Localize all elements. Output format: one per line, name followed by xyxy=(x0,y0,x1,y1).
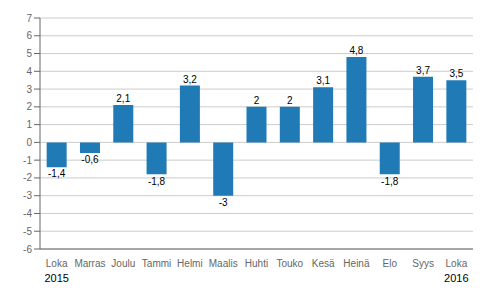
svg-text:3,7: 3,7 xyxy=(416,65,430,76)
svg-text:2: 2 xyxy=(254,95,260,106)
svg-text:Joulu: Joulu xyxy=(111,258,135,269)
svg-text:Maalis: Maalis xyxy=(209,258,238,269)
svg-text:2016: 2016 xyxy=(444,272,468,284)
svg-text:-2: -2 xyxy=(23,172,32,183)
svg-text:0: 0 xyxy=(26,137,32,148)
svg-text:4: 4 xyxy=(26,66,32,77)
svg-text:-0,6: -0,6 xyxy=(81,154,99,165)
svg-text:Tammi: Tammi xyxy=(142,258,171,269)
svg-text:-3: -3 xyxy=(219,197,228,208)
svg-text:2: 2 xyxy=(287,95,293,106)
svg-text:-1,8: -1,8 xyxy=(148,176,166,187)
svg-text:Huhti: Huhti xyxy=(245,258,268,269)
svg-text:-1: -1 xyxy=(23,155,32,166)
svg-text:-1,4: -1,4 xyxy=(48,168,66,179)
svg-text:2015: 2015 xyxy=(44,272,68,284)
svg-text:-1,8: -1,8 xyxy=(381,176,399,187)
svg-text:-5: -5 xyxy=(23,226,32,237)
svg-text:-6: -6 xyxy=(23,244,32,255)
svg-text:3: 3 xyxy=(26,84,32,95)
svg-text:Loka: Loka xyxy=(446,258,468,269)
svg-text:Marras: Marras xyxy=(74,258,105,269)
svg-text:Elo: Elo xyxy=(383,258,398,269)
svg-text:6: 6 xyxy=(26,30,32,41)
svg-text:3,1: 3,1 xyxy=(316,75,330,86)
svg-text:3,2: 3,2 xyxy=(183,74,197,85)
svg-text:3,5: 3,5 xyxy=(449,68,463,79)
svg-text:5: 5 xyxy=(26,48,32,59)
svg-text:Loka: Loka xyxy=(46,258,68,269)
svg-text:-4: -4 xyxy=(23,208,32,219)
svg-text:-3: -3 xyxy=(23,190,32,201)
svg-text:Syys: Syys xyxy=(412,258,434,269)
svg-text:1: 1 xyxy=(26,119,32,130)
svg-text:4,8: 4,8 xyxy=(349,45,363,56)
svg-text:Heinä: Heinä xyxy=(343,258,370,269)
svg-text:2: 2 xyxy=(26,101,32,112)
svg-text:Kesä: Kesä xyxy=(312,258,335,269)
svg-text:Touko: Touko xyxy=(276,258,303,269)
svg-text:7: 7 xyxy=(26,13,32,24)
svg-text:Helmi: Helmi xyxy=(177,258,203,269)
svg-text:2,1: 2,1 xyxy=(116,93,130,104)
